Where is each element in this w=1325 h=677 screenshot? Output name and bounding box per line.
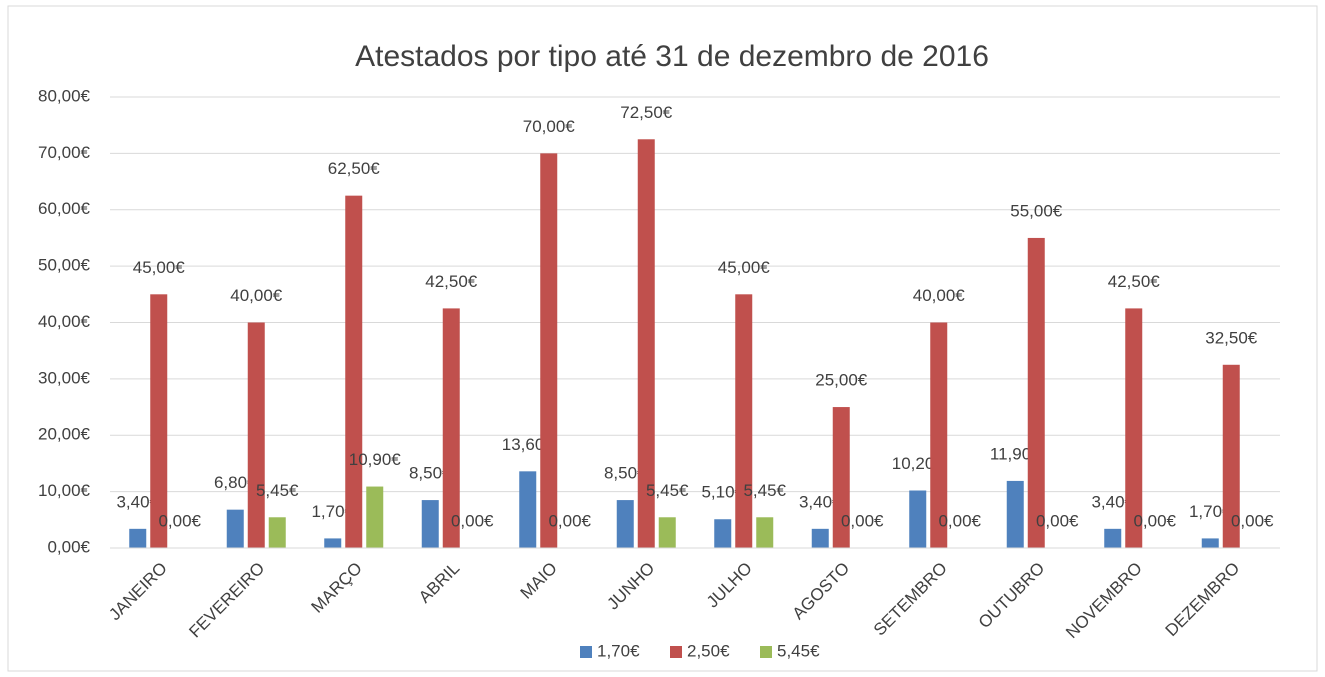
legend-label: 2,50€ — [687, 641, 730, 660]
data-label: 8,50€ — [604, 464, 647, 483]
legend-swatch — [580, 646, 592, 658]
bar — [540, 153, 558, 548]
bar — [366, 486, 384, 548]
bar — [268, 517, 286, 548]
bar — [1104, 528, 1122, 548]
y-tick-label: 50,00€ — [38, 256, 91, 275]
data-label: 0,00€ — [938, 511, 981, 530]
data-label: 8,50€ — [409, 464, 452, 483]
data-label: 5,45€ — [256, 481, 299, 500]
y-tick-label: 30,00€ — [38, 368, 91, 387]
data-label: 0,00€ — [841, 511, 884, 530]
chart-border — [7, 5, 1318, 672]
data-label: 0,00€ — [158, 511, 201, 530]
data-label: 0,00€ — [1036, 511, 1079, 530]
bar — [421, 500, 439, 548]
bar — [930, 322, 948, 548]
data-label: 10,90€ — [349, 450, 402, 469]
data-label: 0,00€ — [1231, 511, 1274, 530]
data-label: 5,10€ — [701, 483, 744, 502]
bar — [150, 294, 168, 548]
data-label: 42,50€ — [425, 272, 478, 291]
y-tick-label: 0,00€ — [47, 537, 90, 556]
legend-swatch — [760, 646, 772, 658]
data-label: 6,80€ — [214, 473, 257, 492]
bar — [1006, 480, 1024, 548]
data-label: 32,50€ — [1205, 328, 1258, 347]
data-label: 25,00€ — [815, 371, 868, 390]
data-label: 55,00€ — [1010, 201, 1063, 220]
data-label: 0,00€ — [451, 511, 494, 530]
data-label: 0,00€ — [1133, 511, 1176, 530]
y-tick-label: 60,00€ — [38, 199, 91, 218]
data-label: 72,50€ — [620, 103, 673, 122]
legend-label: 5,45€ — [777, 641, 820, 660]
bar — [345, 195, 363, 548]
bar — [735, 294, 753, 548]
data-label: 3,40€ — [799, 492, 842, 511]
y-tick-label: 40,00€ — [38, 312, 91, 331]
bar — [247, 322, 265, 548]
data-label: 3,40€ — [1091, 492, 1134, 511]
bar — [658, 517, 676, 548]
bar — [324, 538, 342, 548]
data-label: 3,40€ — [116, 492, 159, 511]
data-label: 1,70€ — [311, 502, 354, 521]
bar — [1027, 237, 1045, 548]
bar — [442, 308, 460, 548]
data-label: 1,70€ — [1189, 502, 1232, 521]
bar — [226, 509, 244, 548]
data-label: 42,50€ — [1108, 272, 1161, 291]
data-label: 70,00€ — [523, 117, 576, 136]
data-label: 62,50€ — [328, 159, 381, 178]
y-tick-label: 80,00€ — [38, 86, 91, 105]
bar — [714, 519, 732, 548]
y-tick-label: 20,00€ — [38, 425, 91, 444]
bar — [129, 528, 147, 548]
bar — [909, 490, 927, 548]
data-label: 45,00€ — [718, 258, 771, 277]
legend-swatch — [670, 646, 682, 658]
bar — [811, 528, 829, 548]
y-tick-label: 10,00€ — [38, 481, 91, 500]
bar — [1125, 308, 1143, 548]
data-label: 45,00€ — [133, 258, 186, 277]
bar — [1201, 538, 1219, 548]
data-label: 5,45€ — [743, 481, 786, 500]
data-label: 40,00€ — [230, 286, 283, 305]
data-label: 0,00€ — [548, 511, 591, 530]
chart-title: Atestados por tipo até 31 de dezembro de… — [355, 40, 989, 73]
data-label: 5,45€ — [646, 481, 689, 500]
data-label: 40,00€ — [913, 286, 966, 305]
bar — [832, 407, 850, 548]
bar — [637, 139, 655, 548]
bar — [756, 517, 774, 548]
bar — [1222, 364, 1240, 548]
bar — [519, 471, 537, 548]
bar — [616, 500, 634, 548]
legend-label: 1,70€ — [597, 641, 640, 660]
y-tick-label: 70,00€ — [38, 143, 91, 162]
